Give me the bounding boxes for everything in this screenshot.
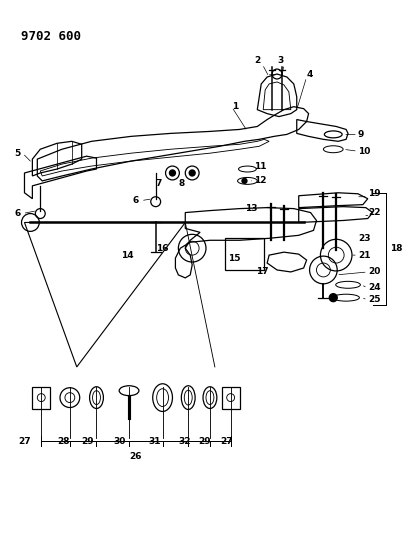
Circle shape xyxy=(169,170,175,176)
Text: 15: 15 xyxy=(228,254,240,263)
Text: 29: 29 xyxy=(198,437,211,446)
Text: 24: 24 xyxy=(368,283,381,292)
Text: 19: 19 xyxy=(368,189,381,198)
Text: 10: 10 xyxy=(358,147,370,156)
Text: 28: 28 xyxy=(57,437,69,446)
Text: 5: 5 xyxy=(14,149,21,158)
Text: 7: 7 xyxy=(156,180,162,188)
Text: 6: 6 xyxy=(133,196,139,205)
Text: 31: 31 xyxy=(149,437,161,446)
Text: 23: 23 xyxy=(358,234,370,243)
Text: 27: 27 xyxy=(18,437,30,446)
Text: 25: 25 xyxy=(368,295,380,304)
Text: 30: 30 xyxy=(113,437,126,446)
Text: 11: 11 xyxy=(254,161,267,171)
Text: 9: 9 xyxy=(358,130,364,139)
Text: 8: 8 xyxy=(178,180,185,188)
Circle shape xyxy=(189,170,195,176)
Text: 17: 17 xyxy=(256,268,269,277)
Text: 16: 16 xyxy=(156,244,169,253)
Text: 4: 4 xyxy=(307,69,313,78)
Text: 14: 14 xyxy=(121,251,134,260)
Text: 29: 29 xyxy=(82,437,94,446)
Text: 6: 6 xyxy=(14,209,21,218)
Text: 13: 13 xyxy=(245,204,257,213)
Text: 27: 27 xyxy=(220,437,233,446)
Text: 1: 1 xyxy=(232,102,238,111)
Circle shape xyxy=(329,294,337,302)
Text: 20: 20 xyxy=(368,268,380,277)
Text: 9702 600: 9702 600 xyxy=(21,30,81,44)
Text: 3: 3 xyxy=(277,55,283,64)
Text: 2: 2 xyxy=(254,55,261,64)
Circle shape xyxy=(242,179,247,183)
Text: 18: 18 xyxy=(390,244,403,253)
Text: 22: 22 xyxy=(368,208,380,217)
Text: 21: 21 xyxy=(358,251,370,260)
Text: 26: 26 xyxy=(130,451,142,461)
Text: 12: 12 xyxy=(254,176,267,185)
Text: 32: 32 xyxy=(178,437,191,446)
